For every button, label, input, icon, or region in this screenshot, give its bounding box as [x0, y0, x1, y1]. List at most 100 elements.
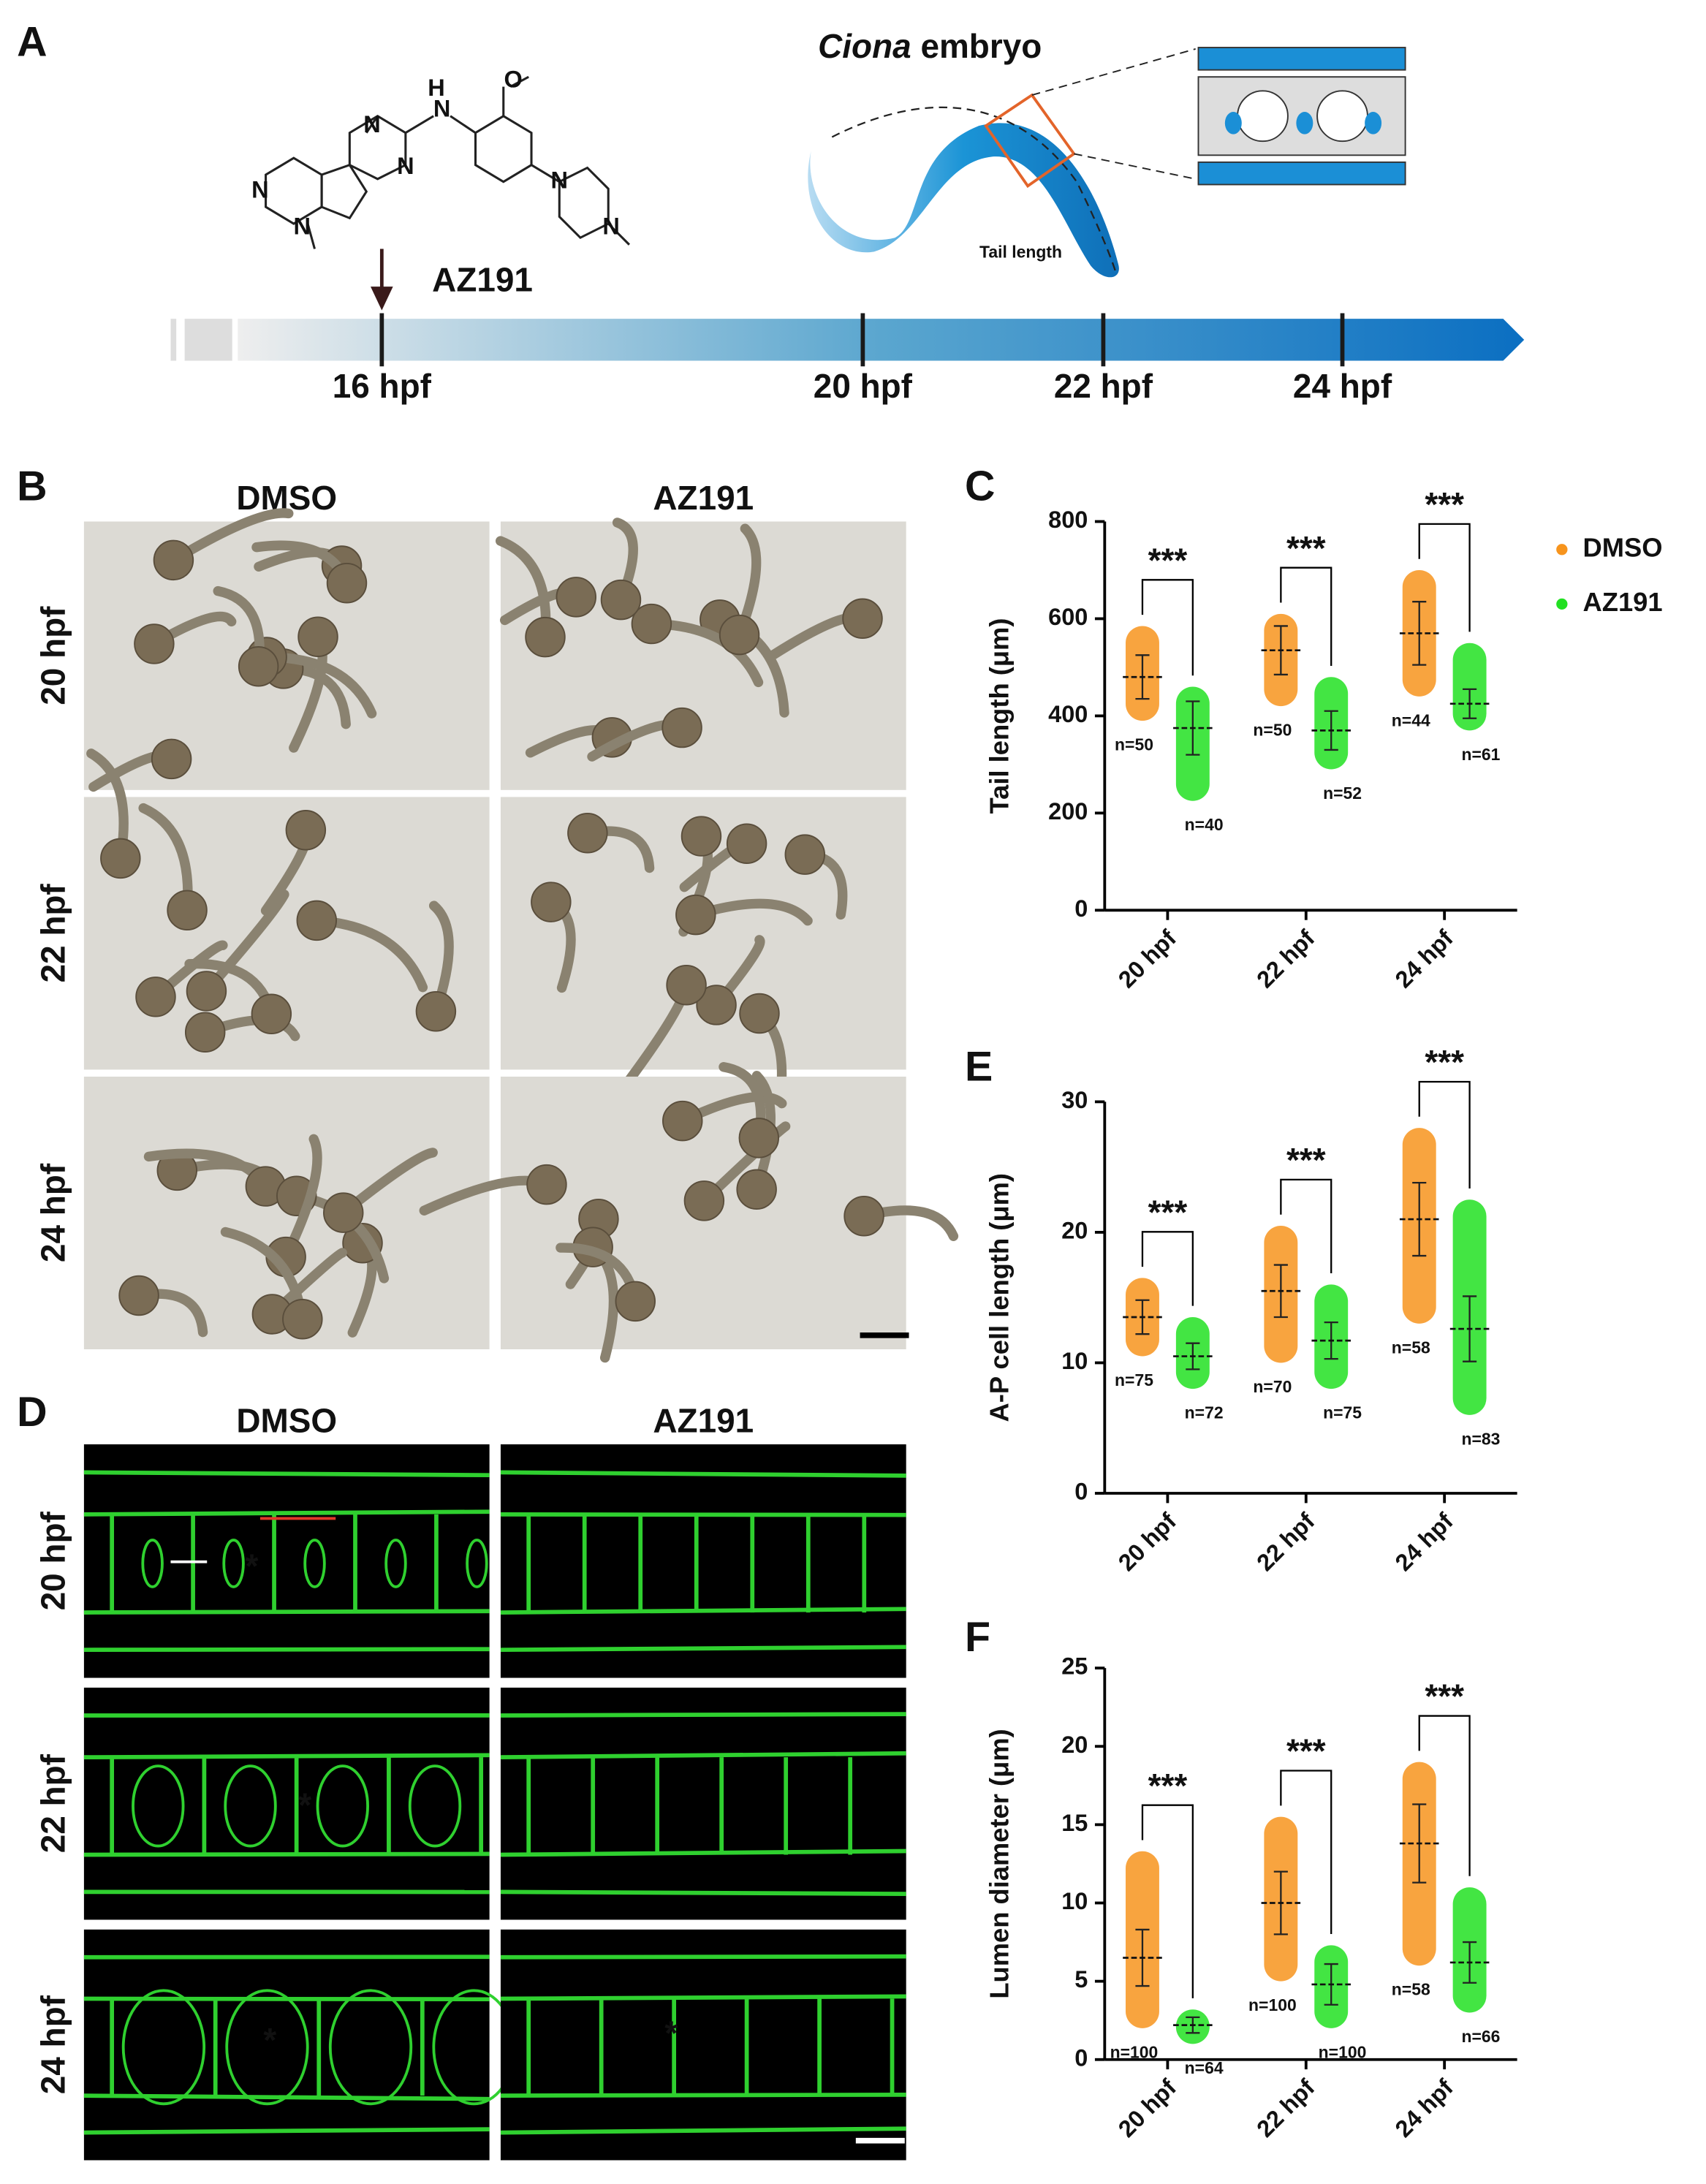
significance: *** — [1425, 1677, 1464, 1715]
embryo-head — [118, 1275, 159, 1316]
significance-bracket — [1418, 1080, 1471, 1188]
atom: N — [551, 167, 568, 193]
significance-bracket — [1141, 579, 1194, 676]
embryo-head — [662, 1100, 703, 1142]
asterisk: * — [664, 2014, 678, 2052]
embryo-head — [615, 1281, 656, 1322]
embryo-head — [556, 577, 596, 618]
membrane — [500, 1849, 906, 1857]
embryo-head — [326, 562, 368, 604]
embryo-head — [167, 890, 208, 931]
timeline-start — [170, 319, 177, 361]
arrow-head — [371, 287, 393, 311]
embryo-head — [675, 894, 716, 936]
atom: N — [294, 213, 311, 239]
timeline-label: 20 hpf — [814, 367, 913, 405]
n-label: n=75 — [1323, 1403, 1362, 1422]
embryo-head — [251, 993, 292, 1035]
embryo-head — [151, 738, 192, 780]
y-tick-label: 400 — [1048, 701, 1088, 727]
timeline-start — [184, 319, 232, 361]
lumen — [328, 1989, 413, 2106]
significance-bracket — [1280, 1770, 1332, 1935]
embryo-image — [338, 1148, 438, 1218]
membrane — [500, 1889, 906, 1896]
micrograph — [500, 521, 906, 790]
n-label: n=72 — [1185, 1403, 1224, 1422]
tail-label: Tail length — [979, 242, 1062, 261]
membrane — [83, 2127, 490, 2135]
x-tick-label: 24 hpf — [1390, 1508, 1458, 1576]
panel-letter: D — [17, 1389, 47, 1436]
lumen — [225, 1989, 309, 2106]
embryo-head — [323, 1192, 364, 1233]
embryo-head — [661, 707, 702, 748]
y-tick-label: 0 — [1074, 895, 1088, 922]
embryo-head — [415, 991, 457, 1032]
panel-letter: B — [17, 463, 47, 510]
n-label: n=61 — [1461, 745, 1500, 764]
significance: *** — [1425, 1043, 1464, 1081]
y-tick-label: 10 — [1061, 1348, 1088, 1374]
embryo-head — [600, 579, 642, 621]
embryo-head — [696, 985, 737, 1025]
n-label: n=66 — [1461, 2027, 1500, 2046]
scale-bar — [860, 1332, 909, 1338]
embryo-head — [282, 1299, 323, 1340]
confocal — [500, 1444, 906, 1678]
lumen — [316, 1764, 369, 1848]
significance: *** — [1286, 529, 1326, 567]
embryo-head — [238, 646, 279, 687]
y-tick-label: 5 — [1074, 1966, 1088, 1992]
row-label: 20 hpf — [34, 606, 72, 705]
membrane — [83, 1470, 490, 1478]
legend-marker — [1556, 598, 1568, 610]
timeline-label: 16 hpf — [333, 367, 432, 405]
embryo-head — [297, 616, 338, 657]
embryo-head — [736, 1169, 777, 1210]
atom: N — [602, 213, 619, 239]
embryo-title-rest: embryo — [920, 27, 1042, 65]
n-label: n=44 — [1392, 710, 1430, 729]
y-tick-label: 200 — [1048, 798, 1088, 824]
timeline-ticks: 16 hpf 20 hpf 22 hpf 24 hpf — [333, 313, 1392, 405]
atom: N — [397, 153, 414, 179]
significance-bracket — [1141, 1804, 1194, 1998]
significance: *** — [1148, 1193, 1188, 1231]
atom: N — [363, 111, 380, 137]
atom: H — [428, 75, 444, 101]
embryo-head — [135, 977, 176, 1017]
y-tick-label: 10 — [1061, 1888, 1088, 1914]
row-label: 22 hpf — [34, 1753, 72, 1853]
row-label: 20 hpf — [34, 1511, 72, 1610]
lumen — [141, 1539, 164, 1588]
atom: N — [433, 96, 450, 122]
y-tick-label: 25 — [1061, 1653, 1088, 1680]
lumen — [121, 1989, 206, 2106]
n-label: n=70 — [1253, 1377, 1292, 1396]
membrane — [500, 2092, 906, 2098]
significance: *** — [1286, 1732, 1326, 1770]
membrane — [83, 1609, 490, 1615]
embryo-head — [631, 603, 672, 645]
x-tick-label: 22 hpf — [1251, 1508, 1319, 1576]
membrane — [500, 1470, 906, 1478]
dot-cloud — [1452, 642, 1487, 731]
y-tick-label: 30 — [1061, 1087, 1088, 1113]
n-label: n=100 — [1248, 1995, 1297, 2014]
x-tick-label: 22 hpf — [1251, 925, 1319, 993]
membrane — [500, 1645, 906, 1653]
row-label: 24 hpf — [34, 1995, 72, 2094]
embryo-head — [285, 810, 327, 851]
y-axis-label: Tail length (μm) — [984, 618, 1014, 814]
membrane — [500, 1607, 906, 1615]
confocal — [83, 1687, 490, 1920]
panel-letter: E — [965, 1044, 993, 1091]
y-tick-label: 15 — [1061, 1810, 1088, 1836]
embryo-head — [531, 881, 572, 922]
n-label: n=58 — [1392, 1338, 1430, 1357]
significance: *** — [1148, 1767, 1188, 1805]
significance-bracket — [1418, 523, 1471, 632]
